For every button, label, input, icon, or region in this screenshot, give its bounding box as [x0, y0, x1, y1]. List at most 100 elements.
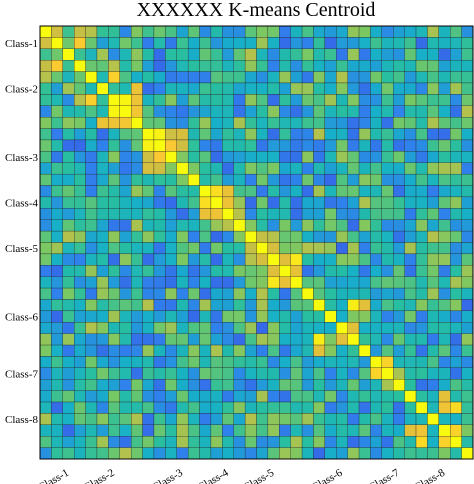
heatmap-cell	[450, 208, 462, 220]
heatmap-cell	[131, 390, 143, 403]
heatmap-cell	[313, 117, 326, 129]
heatmap-cell	[336, 367, 348, 380]
heatmap-cell	[279, 82, 291, 95]
heatmap-cell	[324, 447, 337, 460]
heatmap-cell	[256, 25, 269, 38]
heatmap-cell	[51, 37, 63, 49]
heatmap-cell	[450, 219, 462, 232]
heatmap-cell	[358, 265, 371, 277]
heatmap-cell	[267, 94, 280, 106]
heatmap-cell	[415, 413, 428, 425]
heatmap-cell	[153, 390, 166, 403]
heatmap-cell	[165, 230, 177, 243]
heatmap-cell	[393, 60, 405, 72]
heatmap-cell	[187, 82, 200, 95]
heatmap-cell	[267, 333, 280, 346]
heatmap-cell	[427, 25, 439, 38]
heatmap-cell	[347, 71, 360, 84]
heatmap-cell	[279, 208, 291, 220]
heatmap-cell	[108, 94, 120, 106]
heatmap-cell	[267, 162, 280, 175]
heatmap-cell	[142, 208, 155, 220]
heatmap-cell	[404, 117, 417, 129]
heatmap-cell	[256, 162, 269, 175]
heatmap-cell	[39, 208, 52, 220]
heatmap-cell	[108, 82, 120, 95]
heatmap-cell	[244, 424, 257, 437]
heatmap-cell	[222, 401, 234, 414]
heatmap-cell	[222, 208, 234, 220]
heatmap-cell	[165, 265, 177, 277]
heatmap-cell	[256, 379, 269, 391]
heatmap-cell	[165, 139, 177, 152]
heatmap-cell	[131, 230, 143, 243]
heatmap-cell	[108, 356, 120, 368]
heatmap-cell	[279, 287, 291, 300]
y-tick-label: Class-1	[5, 38, 38, 50]
heatmap-cell	[244, 117, 257, 129]
heatmap-cell	[290, 105, 303, 118]
heatmap-cell	[244, 265, 257, 277]
heatmap-cell	[393, 25, 405, 38]
heatmap-cell	[393, 322, 405, 334]
heatmap-cell	[142, 276, 155, 289]
heatmap-cell	[267, 151, 280, 163]
heatmap-cell	[438, 25, 451, 38]
heatmap-cell	[370, 447, 382, 460]
heatmap-cell	[85, 424, 98, 437]
x-tick-label: Class-6	[310, 467, 345, 484]
heatmap-cell	[256, 367, 269, 380]
heatmap-cells	[39, 25, 474, 460]
heatmap-cell	[85, 310, 98, 323]
y-tick-label: Class-7	[5, 369, 39, 381]
heatmap-cell	[393, 367, 405, 380]
heatmap-cell	[210, 265, 223, 277]
heatmap-cell	[96, 242, 109, 255]
heatmap-cell	[222, 117, 234, 129]
heatmap-cell	[165, 60, 177, 72]
heatmap-cell	[393, 447, 405, 460]
heatmap-cell	[108, 253, 120, 266]
heatmap-cell	[415, 208, 428, 220]
heatmap-cell	[461, 162, 474, 175]
heatmap-cell	[51, 139, 63, 152]
heatmap-cell	[108, 151, 120, 163]
heatmap-cell	[96, 333, 109, 346]
heatmap-cell	[51, 25, 63, 38]
heatmap-cell	[39, 424, 52, 437]
heatmap-cell	[461, 333, 474, 346]
heatmap-cell	[222, 413, 234, 425]
heatmap-cell	[187, 367, 200, 380]
heatmap-cell	[381, 333, 394, 346]
heatmap-cell	[370, 94, 382, 106]
heatmap-cell	[244, 242, 257, 255]
heatmap-cell	[62, 48, 75, 61]
heatmap-cell	[199, 94, 212, 106]
heatmap-cell	[370, 219, 382, 232]
heatmap-cell	[267, 117, 280, 129]
heatmap-cell	[51, 128, 63, 141]
heatmap-cell	[415, 242, 428, 255]
heatmap-cell	[438, 208, 451, 220]
heatmap-cell	[131, 162, 143, 175]
heatmap-cell	[222, 356, 234, 368]
y-tick-label: Class-6	[5, 312, 39, 324]
heatmap-cell	[427, 379, 439, 391]
heatmap-cell	[210, 196, 223, 209]
heatmap-cell	[347, 344, 360, 357]
heatmap-cell	[415, 230, 428, 243]
heatmap-cell	[438, 401, 451, 414]
heatmap-cell	[165, 367, 177, 380]
heatmap-cell	[210, 413, 223, 425]
heatmap-cell	[119, 436, 132, 448]
heatmap-cell	[370, 356, 382, 368]
heatmap-cell	[233, 390, 246, 403]
heatmap-cell	[290, 185, 303, 198]
heatmap-cell	[108, 424, 120, 437]
heatmap-cell	[256, 94, 269, 106]
heatmap-cell	[131, 105, 143, 118]
heatmap-cell	[119, 390, 132, 403]
heatmap-cell	[324, 424, 337, 437]
heatmap-cell	[279, 94, 291, 106]
heatmap-cell	[370, 367, 382, 380]
